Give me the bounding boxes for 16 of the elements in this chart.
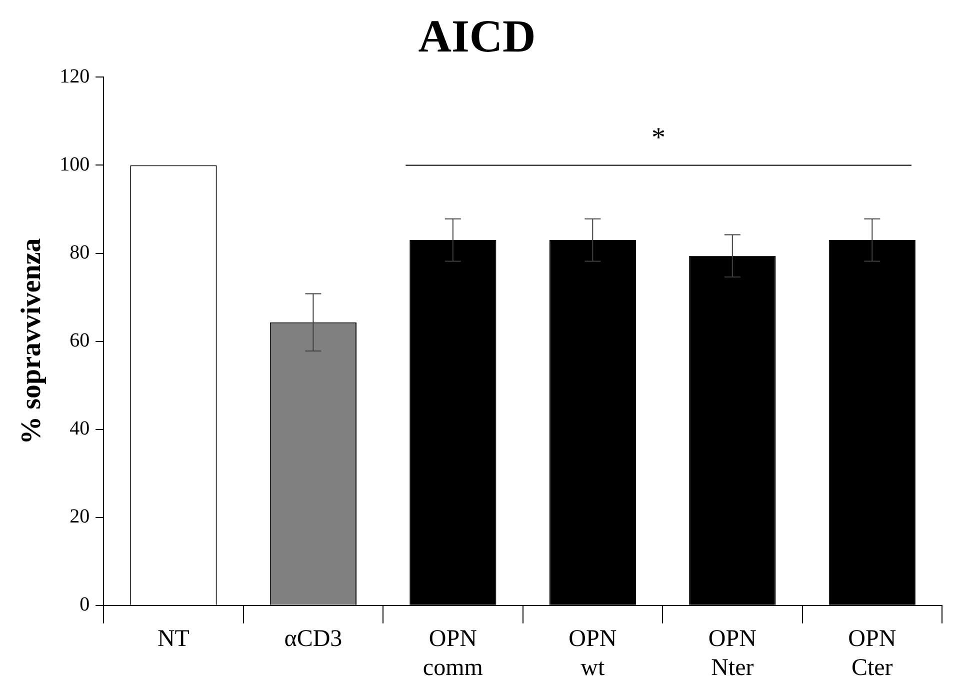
y-tick-label: 120: [60, 65, 90, 88]
x-tick-label: OPN comm: [422, 626, 484, 681]
y-tick-label: 40: [70, 418, 90, 440]
y-tick-label: 80: [70, 242, 90, 264]
x-tick-label: OPN wt: [568, 626, 617, 681]
x-tick-label: OPN Nter: [708, 626, 756, 681]
y-axis-title: % sopravvivenza: [16, 238, 48, 444]
annotation: *: [652, 122, 666, 154]
x-tick-label: NT: [157, 626, 190, 652]
x-tick-label: OPN Cter: [848, 626, 896, 681]
y-tick-label: 100: [60, 153, 90, 176]
y-tick-label: 20: [70, 506, 90, 528]
x-tick-label: αCD3: [284, 626, 342, 652]
y-tick-label: 0: [80, 594, 90, 616]
chart-title: AICD: [418, 10, 536, 62]
y-tick-label: 60: [70, 330, 90, 352]
